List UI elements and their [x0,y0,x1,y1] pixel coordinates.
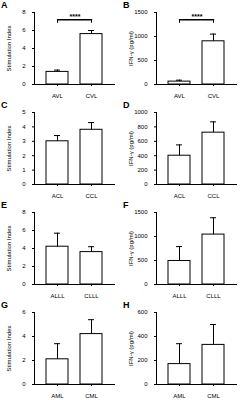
html-text:F: F [123,200,129,210]
svg-text:AVL: AVL [52,93,64,99]
svg-text:CVL: CVL [208,93,220,99]
svg-text:0: 0 [144,281,148,287]
svg-text:600: 600 [137,309,148,315]
svg-text:1500: 1500 [134,9,148,15]
svg-text:ALLL: ALLL [50,293,65,299]
svg-text:1000: 1000 [134,233,148,239]
svg-text:1000: 1000 [134,109,148,115]
svg-text:0: 0 [22,181,26,187]
svg-text:2: 2 [22,357,26,363]
svg-text:6: 6 [22,309,26,315]
svg-text:4: 4 [22,333,26,339]
svg-text:8: 8 [22,9,26,15]
svg-text:CCL: CCL [207,193,220,199]
svg-text:5: 5 [22,109,26,115]
svg-text:Stimulation Index: Stimulation Index [6,225,12,271]
html-text:C: C [1,100,8,110]
svg-text:4: 4 [22,245,26,251]
svg-text:Stimulation Index: Stimulation Index [6,325,12,371]
svg-text:200: 200 [137,357,148,363]
svg-text:0: 0 [22,81,26,87]
svg-text:4: 4 [22,124,26,130]
svg-text:CLLL: CLLL [206,293,221,299]
svg-text:200: 200 [137,167,148,173]
svg-text:8: 8 [22,209,26,215]
svg-text:CML: CML [207,393,220,399]
svg-text:400: 400 [137,153,148,159]
svg-text:Stimulation Index: Stimulation Index [6,25,12,71]
svg-text:1000: 1000 [134,33,148,39]
svg-text:IFN-γ (pg/ml): IFN-γ (pg/ml) [128,331,134,366]
svg-text:CLLL: CLLL [84,293,99,299]
html-text:G: G [1,300,8,310]
svg-text:ACL: ACL [174,193,186,199]
svg-text:IFN-γ (pg/ml): IFN-γ (pg/ml) [128,231,134,266]
svg-text:AML: AML [173,393,186,399]
html-text:B: B [123,0,130,10]
svg-text:IFN-γ (pg/ml): IFN-γ (pg/ml) [128,31,134,66]
svg-text:800: 800 [137,124,148,130]
svg-text:AVL: AVL [174,93,186,99]
svg-text:4: 4 [22,45,26,51]
svg-text:6: 6 [22,227,26,233]
svg-text:ACL: ACL [52,193,64,199]
svg-text:0: 0 [144,181,148,187]
html-text:E: E [1,200,7,210]
svg-text:400: 400 [137,333,148,339]
svg-text:0: 0 [22,281,26,287]
svg-text:500: 500 [137,257,148,263]
html-text:D: D [123,100,130,110]
svg-text:AML: AML [51,393,64,399]
svg-text:****: **** [192,13,203,20]
svg-text:0: 0 [22,381,26,387]
svg-text:Stimulation Index: Stimulation Index [6,125,12,171]
svg-text:0: 0 [144,381,148,387]
svg-text:2: 2 [22,63,26,69]
svg-text:2: 2 [22,153,26,159]
svg-text:600: 600 [137,138,148,144]
svg-text:ALLL: ALLL [172,293,187,299]
svg-text:IFN-γ (pg/ml): IFN-γ (pg/ml) [128,131,134,166]
svg-text:0: 0 [144,81,148,87]
svg-text:CVL: CVL [86,93,98,99]
html-text:A: A [1,0,8,10]
html-text:H: H [123,300,130,310]
svg-text:3: 3 [22,138,26,144]
svg-text:6: 6 [22,27,26,33]
svg-text:****: **** [70,13,81,20]
svg-text:CML: CML [85,393,98,399]
svg-text:1: 1 [22,167,26,173]
svg-text:500: 500 [137,57,148,63]
svg-text:1500: 1500 [134,209,148,215]
svg-text:CCL: CCL [85,193,98,199]
svg-text:2: 2 [22,263,26,269]
